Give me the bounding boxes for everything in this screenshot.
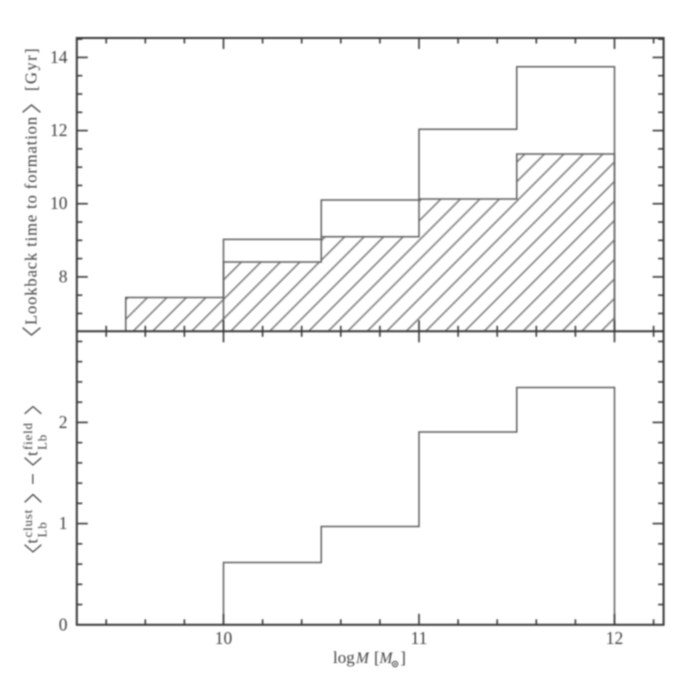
svg-text:field: field [20,422,35,450]
svg-text:12: 12 [50,120,68,140]
svg-text:M: M [355,650,370,667]
svg-text:Lookback time to formation: Lookback time to formation [22,116,41,325]
svg-text:[Gyr]: [Gyr] [22,47,41,91]
svg-text:11: 11 [411,628,428,648]
svg-text:2: 2 [59,412,68,432]
svg-text:12: 12 [606,628,624,648]
svg-text:0: 0 [59,614,68,634]
svg-text:8: 8 [59,266,68,286]
svg-text:Lb: Lb [35,434,50,450]
svg-text:M: M [379,650,394,667]
svg-text:10: 10 [50,193,68,213]
svg-text:t: t [23,539,42,544]
svg-text:clust: clust [20,509,35,538]
svg-text:Lb: Lb [35,521,50,537]
svg-text:14: 14 [50,47,68,67]
svg-text:1: 1 [59,513,68,533]
svg-text:log: log [333,648,355,667]
svg-text:10: 10 [215,628,233,648]
svg-text:]: ] [400,648,406,667]
svg-text:[: [ [374,648,380,667]
svg-text:t: t [23,451,42,456]
